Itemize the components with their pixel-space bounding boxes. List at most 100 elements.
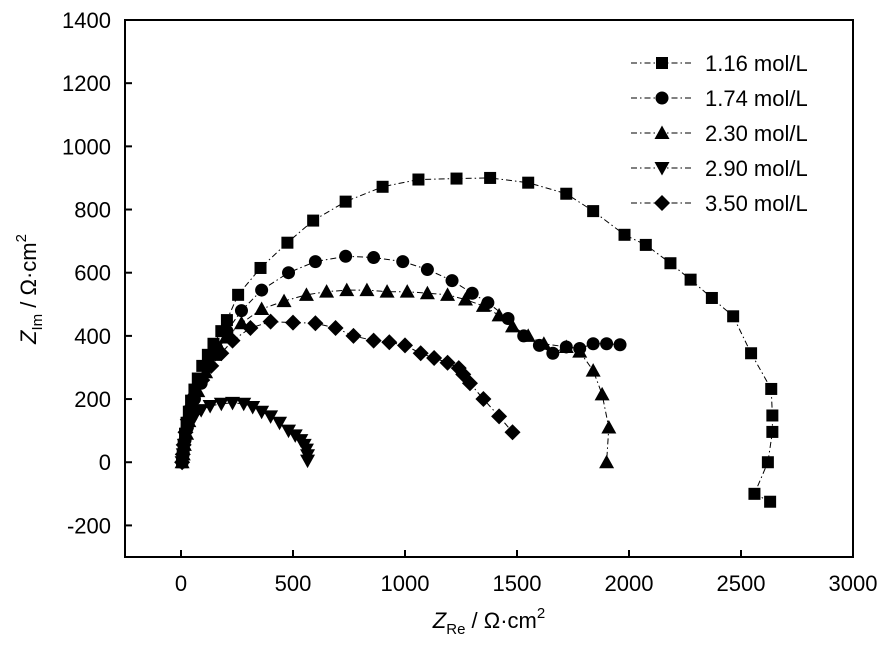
data-point	[365, 332, 382, 349]
data-point	[520, 328, 536, 342]
data-point	[594, 386, 610, 401]
data-point	[263, 410, 279, 424]
data-point	[339, 282, 355, 297]
data-point	[245, 400, 261, 415]
y-tick-label: 600	[74, 261, 111, 286]
data-point	[183, 398, 200, 415]
y-tick-label: 1400	[62, 8, 111, 33]
data-point	[536, 336, 552, 350]
x-tick-label: 1500	[493, 571, 542, 596]
data-point	[281, 424, 297, 439]
data-point	[586, 337, 600, 351]
data-point	[572, 344, 588, 358]
legend-marker	[656, 57, 668, 69]
x-tick-label: 2000	[605, 571, 654, 596]
legend-label: 2.30 mol/L	[705, 121, 808, 146]
y-axis-unit: / Ω·cm	[16, 242, 41, 313]
data-point	[213, 345, 230, 362]
data-point	[766, 409, 779, 422]
data-point	[307, 315, 324, 332]
data-point	[601, 419, 617, 434]
data-point	[359, 282, 375, 297]
data-point	[504, 424, 521, 441]
data-point	[194, 372, 211, 389]
legend-item: 2.30 mol/L	[631, 121, 808, 146]
data-point	[272, 416, 288, 431]
data-point	[225, 396, 241, 411]
data-point	[618, 228, 631, 241]
series-line	[181, 177, 773, 503]
legend-label: 1.16 mol/L	[705, 51, 808, 76]
y-axis-title: ZIm / Ω·cm2	[13, 234, 46, 345]
y-tick-label: 1000	[62, 134, 111, 159]
data-point	[179, 411, 196, 428]
data-point	[664, 257, 677, 270]
data-point	[560, 187, 573, 200]
y-axis-subscript: Im	[29, 314, 46, 331]
legend-item: 3.50 mol/L	[631, 191, 808, 216]
data-point	[220, 314, 233, 327]
data-point	[505, 318, 521, 333]
data-point	[397, 337, 413, 354]
x-axis-unit: / Ω·cm	[465, 608, 536, 633]
data-point	[613, 338, 627, 352]
data-point	[764, 495, 777, 508]
data-point	[254, 405, 270, 420]
data-point	[255, 283, 269, 297]
data-point	[282, 266, 296, 280]
data-point	[412, 173, 425, 186]
data-point	[234, 304, 248, 318]
data-point	[308, 255, 322, 269]
x-axis-subscript: Re	[446, 621, 465, 638]
data-point	[339, 195, 352, 208]
x-tick-label: 3000	[829, 571, 878, 596]
series-line	[181, 289, 610, 463]
data-point	[420, 263, 434, 277]
data-point	[475, 391, 492, 408]
x-tick-label: 0	[175, 571, 187, 596]
data-point	[175, 436, 192, 453]
data-point	[484, 171, 497, 184]
data-point	[440, 287, 456, 301]
legend-item: 2.90 mol/L	[631, 156, 808, 181]
data-point	[276, 293, 292, 308]
y-tick-label: 0	[99, 450, 111, 475]
data-point	[748, 487, 761, 500]
data-point	[600, 337, 614, 351]
data-point	[445, 274, 459, 288]
data-point	[339, 249, 353, 263]
data-point	[585, 363, 601, 377]
y-tick-label: 200	[74, 387, 111, 412]
y-tick-label: 1200	[62, 71, 111, 96]
data-point	[327, 319, 344, 336]
data-point	[491, 408, 508, 425]
legend-item: 1.74 mol/L	[631, 86, 808, 111]
data-point	[439, 354, 456, 371]
data-point	[684, 273, 697, 286]
data-point	[491, 307, 507, 322]
x-tick-label: 1000	[381, 571, 430, 596]
x-axis-superscript: 2	[537, 605, 545, 622]
x-tick-label: 2500	[717, 571, 766, 596]
data-point	[281, 236, 294, 249]
data-point	[465, 286, 479, 300]
data-point	[426, 349, 443, 366]
legend: 1.16 mol/L 1.74 mol/L 2.30 mol/L 2.90 mol/L…	[631, 51, 808, 216]
legend-label: 2.90 mol/L	[705, 156, 808, 181]
data-point	[203, 357, 220, 374]
data-series	[174, 171, 779, 508]
x-axis-title: ZRe / Ω·cm2	[432, 605, 545, 638]
data-point	[450, 172, 463, 185]
data-point	[285, 314, 301, 331]
data-point	[546, 346, 560, 360]
legend-item: 1.16 mol/L	[631, 51, 808, 76]
data-point	[381, 334, 398, 351]
data-point	[399, 284, 415, 298]
legend-label: 1.74 mol/L	[705, 86, 808, 111]
plot-frame	[124, 19, 854, 558]
data-point	[300, 454, 316, 469]
legend-label: 3.50 mol/L	[705, 191, 808, 216]
data-point	[766, 425, 779, 438]
x-tick-label: 500	[275, 571, 312, 596]
